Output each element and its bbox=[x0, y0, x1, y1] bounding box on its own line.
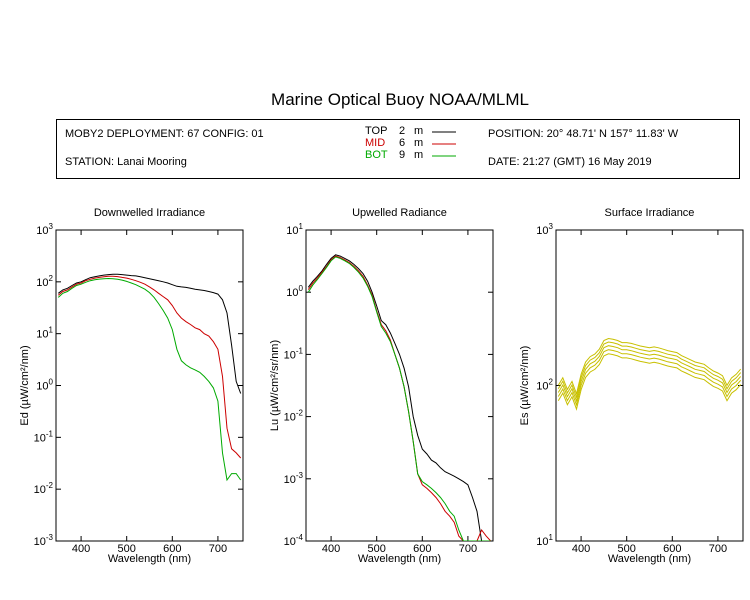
y-axis-label: Es (µW/cm²/nm) bbox=[519, 346, 531, 426]
series-line-bot bbox=[57, 277, 242, 482]
x-axis-label: Wavelength (nm) bbox=[108, 553, 191, 565]
x-tick-label: 500 bbox=[368, 543, 386, 555]
legend-name-mid: MID bbox=[365, 137, 386, 149]
chart-title: Marine Optical Buoy NOAA/MLML bbox=[271, 90, 529, 109]
panel-title: Upwelled Radiance bbox=[352, 207, 447, 219]
x-tick-label: 400 bbox=[322, 543, 340, 555]
position-text: POSITION: 20° 48.71' N 157° 11.83' W bbox=[488, 128, 679, 140]
x-tick-label: 600 bbox=[413, 543, 431, 555]
y-tick-label: 10-1 bbox=[34, 429, 54, 444]
series-line-es-1 bbox=[557, 345, 742, 403]
y-tick-label: 101 bbox=[536, 533, 553, 548]
plot-frame bbox=[55, 229, 244, 542]
legend-depth-mid: 6 bbox=[399, 137, 406, 149]
y-tick-label: 102 bbox=[536, 378, 553, 393]
series-line-es-4 bbox=[557, 353, 742, 411]
x-tick-label: 400 bbox=[572, 543, 590, 555]
series-line-es-2 bbox=[557, 341, 742, 400]
date-text: DATE: 21:27 (GMT) 16 May 2019 bbox=[488, 156, 652, 168]
y-tick-label: 103 bbox=[536, 222, 553, 237]
panel-title: Downwelled Irradiance bbox=[94, 207, 205, 219]
y-tick-label: 10-2 bbox=[34, 481, 54, 496]
x-tick-label: 700 bbox=[709, 543, 727, 555]
y-tick-label: 10-2 bbox=[284, 409, 304, 424]
series-line-bot bbox=[307, 256, 491, 541]
legend-depth-top: 2 bbox=[399, 125, 406, 137]
series-line-es-0 bbox=[557, 349, 742, 407]
series-group bbox=[57, 273, 242, 482]
plot-frame bbox=[305, 229, 494, 542]
x-tick-label: 700 bbox=[209, 543, 227, 555]
y-tick-label: 10-4 bbox=[284, 533, 304, 548]
y-tick-label: 100 bbox=[286, 284, 303, 299]
plot-frame bbox=[555, 229, 744, 542]
panel-2: Upwelled Radiance 400 500 600 700 10-4 10-3 10-… bbox=[269, 207, 494, 565]
series-line-mid bbox=[57, 275, 242, 459]
y-tick-label: 103 bbox=[36, 222, 53, 237]
station-text: STATION: Lanai Mooring bbox=[65, 156, 187, 168]
y-tick-label: 10-3 bbox=[34, 533, 54, 548]
y-tick-label: 100 bbox=[36, 378, 53, 393]
y-tick-label: 102 bbox=[36, 274, 53, 289]
panel-3: Surface Irradiance 400 500 600 700 101 102 103 W… bbox=[519, 207, 744, 565]
series-line-top bbox=[307, 254, 491, 541]
series-group bbox=[307, 254, 492, 541]
y-axis-label: Ed (µW/cm²/nm) bbox=[19, 345, 31, 425]
legend-unit-bot: m bbox=[414, 149, 424, 161]
series-line-mid bbox=[307, 255, 492, 541]
legend-unit-top: m bbox=[414, 125, 424, 137]
x-tick-label: 700 bbox=[459, 543, 477, 555]
info-box: MOBY2 DEPLOYMENT: 67 CONFIG: 01 STATION:… bbox=[56, 119, 740, 179]
x-axis-label: Wavelength (nm) bbox=[608, 553, 691, 565]
series-line-top bbox=[57, 273, 242, 394]
deployment-text: MOBY2 DEPLOYMENT: 67 CONFIG: 01 bbox=[65, 128, 264, 140]
legend-unit-mid: m bbox=[414, 137, 424, 149]
x-tick-label: 600 bbox=[663, 543, 681, 555]
series-line-es-3 bbox=[557, 337, 742, 396]
y-tick-label: 10-3 bbox=[284, 471, 304, 486]
legend-name-top: TOP bbox=[365, 125, 388, 137]
y-tick-label: 10-1 bbox=[284, 346, 304, 361]
x-tick-label: 600 bbox=[163, 543, 181, 555]
x-tick-label: 500 bbox=[118, 543, 136, 555]
legend-depth-bot: 9 bbox=[399, 149, 406, 161]
panel-title: Surface Irradiance bbox=[605, 207, 695, 219]
x-tick-label: 500 bbox=[618, 543, 636, 555]
x-axis-label: Wavelength (nm) bbox=[358, 553, 441, 565]
panel-1: Downwelled Irradiance 400 500 600 700 10-3 10-… bbox=[19, 207, 244, 565]
series-group bbox=[557, 337, 742, 411]
y-tick-label: 101 bbox=[36, 326, 53, 341]
y-axis-label: Lu (µW/cm²/sr/nm) bbox=[269, 340, 281, 431]
x-tick-label: 400 bbox=[72, 543, 90, 555]
y-tick-label: 101 bbox=[286, 222, 303, 237]
legend-name-bot: BOT bbox=[365, 149, 388, 161]
